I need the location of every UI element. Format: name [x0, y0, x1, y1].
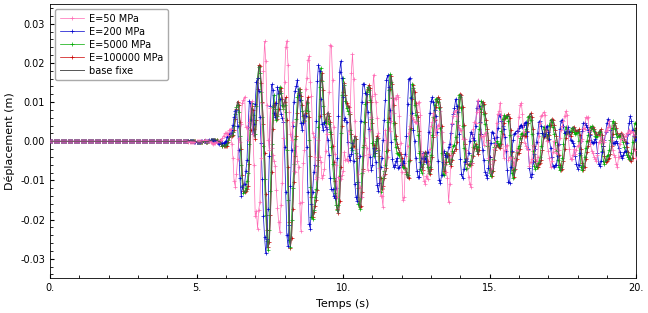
E=50 MPa: [426, 147, 434, 151]
E=5000 MPa: [192, 140, 200, 143]
E=100000 MPa: [46, 139, 54, 143]
E=200 MPa: [262, 251, 270, 255]
base fixe: [534, 165, 542, 168]
E=100000 MPa: [286, 246, 294, 249]
base fixe: [426, 172, 434, 176]
E=50 MPa: [632, 156, 640, 160]
E=5000 MPa: [260, 177, 268, 181]
E=50 MPa: [283, 39, 291, 43]
E=100000 MPa: [534, 165, 542, 169]
E=50 MPa: [46, 139, 54, 143]
Line: E=50 MPa: E=50 MPa: [49, 39, 638, 234]
Y-axis label: Déplacement (m): Déplacement (m): [4, 92, 15, 190]
E=100000 MPa: [260, 151, 268, 155]
E=100000 MPa: [632, 126, 640, 130]
Legend: E=50 MPa, E=200 MPa, E=5000 MPa, E=100000 MPa, base fixe: E=50 MPa, E=200 MPa, E=5000 MPa, E=10000…: [55, 9, 168, 80]
E=200 MPa: [259, 214, 267, 218]
base fixe: [632, 126, 640, 130]
E=50 MPa: [433, 127, 441, 131]
base fixe: [433, 99, 441, 103]
E=5000 MPa: [264, 248, 272, 252]
E=100000 MPa: [433, 99, 441, 103]
E=200 MPa: [433, 130, 441, 134]
E=50 MPa: [259, 69, 267, 73]
E=5000 MPa: [632, 122, 640, 126]
E=5000 MPa: [216, 139, 224, 143]
E=50 MPa: [192, 140, 200, 143]
E=200 MPa: [337, 59, 345, 63]
E=5000 MPa: [255, 65, 262, 69]
Line: base fixe: base fixe: [50, 66, 636, 248]
base fixe: [192, 139, 200, 143]
base fixe: [256, 64, 264, 68]
E=5000 MPa: [433, 97, 441, 100]
E=100000 MPa: [255, 64, 262, 67]
E=100000 MPa: [192, 139, 200, 143]
E=5000 MPa: [46, 139, 54, 143]
base fixe: [216, 139, 224, 143]
E=100000 MPa: [216, 139, 224, 143]
Line: E=5000 MPa: E=5000 MPa: [49, 65, 638, 252]
Line: E=100000 MPa: E=100000 MPa: [49, 64, 638, 249]
E=200 MPa: [192, 140, 200, 144]
E=200 MPa: [426, 111, 434, 115]
E=200 MPa: [216, 139, 224, 143]
E=200 MPa: [632, 137, 640, 141]
E=50 MPa: [216, 139, 224, 143]
base fixe: [264, 246, 272, 249]
E=200 MPa: [534, 131, 542, 135]
E=50 MPa: [534, 155, 542, 159]
E=100000 MPa: [426, 172, 434, 176]
base fixe: [46, 139, 54, 143]
E=200 MPa: [46, 139, 54, 143]
Line: E=200 MPa: E=200 MPa: [49, 59, 638, 255]
E=5000 MPa: [426, 166, 434, 169]
X-axis label: Temps (s): Temps (s): [316, 299, 370, 309]
base fixe: [260, 153, 268, 157]
E=50 MPa: [276, 230, 284, 234]
E=5000 MPa: [534, 161, 542, 165]
